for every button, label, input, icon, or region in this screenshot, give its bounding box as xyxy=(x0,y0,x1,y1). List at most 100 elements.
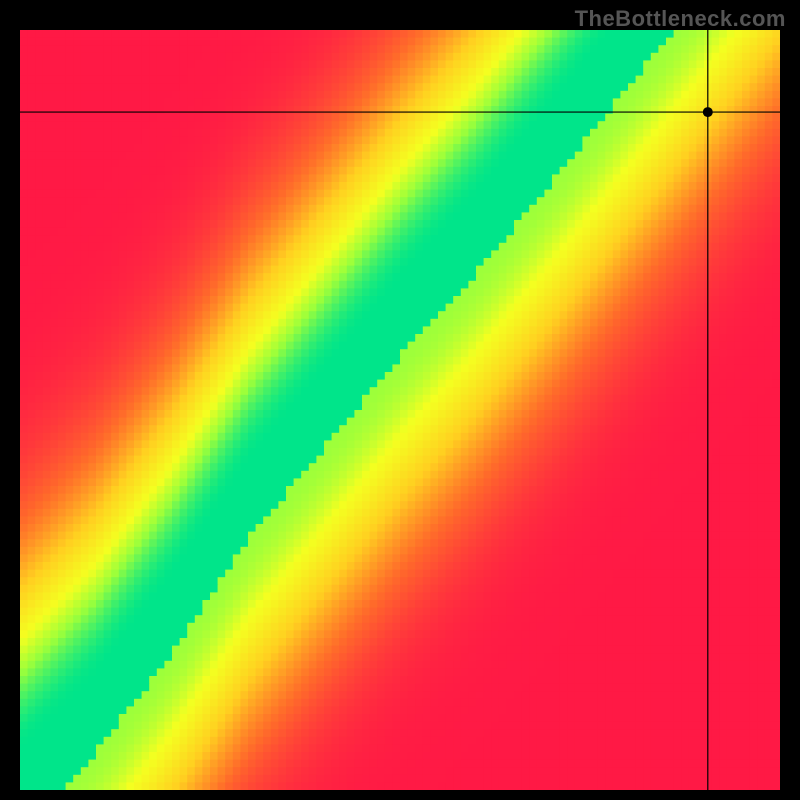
heatmap-cell xyxy=(658,304,666,312)
heatmap-cell xyxy=(339,167,347,175)
heatmap-cell xyxy=(180,45,188,53)
heatmap-cell xyxy=(742,53,750,61)
heatmap-cell xyxy=(81,273,89,281)
heatmap-cell xyxy=(666,212,674,220)
heatmap-cell xyxy=(233,152,241,160)
heatmap-cell xyxy=(104,334,112,342)
heatmap-cell xyxy=(499,342,507,350)
heatmap-cell xyxy=(126,197,134,205)
heatmap-cell xyxy=(263,342,271,350)
heatmap-cell xyxy=(499,53,507,61)
heatmap-cell xyxy=(598,380,606,388)
heatmap-cell xyxy=(453,144,461,152)
heatmap-cell xyxy=(651,364,659,372)
heatmap-cell xyxy=(461,212,469,220)
heatmap-cell xyxy=(560,334,568,342)
heatmap-cell xyxy=(476,380,484,388)
heatmap-cell xyxy=(415,205,423,213)
heatmap-cell xyxy=(476,114,484,122)
heatmap-cell xyxy=(506,258,514,266)
heatmap-cell xyxy=(294,250,302,258)
heatmap-cell xyxy=(149,136,157,144)
heatmap-cell xyxy=(126,281,134,289)
heatmap-cell xyxy=(765,121,773,129)
heatmap-cell xyxy=(225,60,233,68)
heatmap-cell xyxy=(134,326,142,334)
heatmap-cell xyxy=(58,197,66,205)
heatmap-cell xyxy=(164,159,172,167)
heatmap-cell xyxy=(468,281,476,289)
heatmap-cell xyxy=(96,235,104,243)
heatmap-cell xyxy=(347,387,355,395)
heatmap-cell xyxy=(377,372,385,380)
heatmap-cell xyxy=(742,144,750,152)
heatmap-cell xyxy=(712,114,720,122)
heatmap-cell xyxy=(674,197,682,205)
heatmap-cell xyxy=(286,220,294,228)
heatmap-cell xyxy=(560,387,568,395)
heatmap-cell xyxy=(88,266,96,274)
heatmap-cell xyxy=(400,220,408,228)
heatmap-cell xyxy=(514,45,522,53)
heatmap-cell xyxy=(636,395,644,403)
heatmap-cell xyxy=(58,68,66,76)
heatmap-cell xyxy=(620,387,628,395)
heatmap-cell xyxy=(119,357,127,365)
heatmap-cell xyxy=(210,387,218,395)
heatmap-cell xyxy=(696,174,704,182)
heatmap-cell xyxy=(537,220,545,228)
heatmap-cell xyxy=(309,174,317,182)
heatmap-cell xyxy=(537,235,545,243)
heatmap-cell xyxy=(750,228,758,236)
heatmap-cell xyxy=(666,266,674,274)
heatmap-cell xyxy=(324,121,332,129)
heatmap-cell xyxy=(278,121,286,129)
heatmap-cell xyxy=(453,205,461,213)
heatmap-cell xyxy=(233,129,241,137)
heatmap-cell xyxy=(20,380,28,388)
heatmap-cell xyxy=(248,45,256,53)
heatmap-cell xyxy=(651,212,659,220)
heatmap-cell xyxy=(180,326,188,334)
heatmap-cell xyxy=(628,235,636,243)
heatmap-cell xyxy=(248,258,256,266)
heatmap-cell xyxy=(377,38,385,46)
heatmap-cell xyxy=(96,76,104,84)
heatmap-cell xyxy=(476,266,484,274)
heatmap-cell xyxy=(28,167,36,175)
heatmap-cell xyxy=(248,197,256,205)
heatmap-cell xyxy=(590,288,598,296)
heatmap-cell xyxy=(73,364,81,372)
heatmap-cell xyxy=(96,342,104,350)
heatmap-cell xyxy=(218,395,226,403)
heatmap-cell xyxy=(210,304,218,312)
heatmap-cell xyxy=(324,167,332,175)
heatmap-cell xyxy=(719,174,727,182)
heatmap-cell xyxy=(491,342,499,350)
heatmap-cell xyxy=(719,197,727,205)
heatmap-cell xyxy=(651,38,659,46)
heatmap-cell xyxy=(438,250,446,258)
heatmap-cell xyxy=(446,220,454,228)
heatmap-cell xyxy=(43,167,51,175)
heatmap-cell xyxy=(696,402,704,410)
heatmap-cell xyxy=(347,326,355,334)
heatmap-cell xyxy=(43,288,51,296)
heatmap-cell xyxy=(628,159,636,167)
heatmap-cell xyxy=(674,220,682,228)
heatmap-cell xyxy=(674,159,682,167)
heatmap-cell xyxy=(286,380,294,388)
heatmap-cell xyxy=(81,190,89,198)
heatmap-cell xyxy=(73,114,81,122)
heatmap-cell xyxy=(218,60,226,68)
heatmap-cell xyxy=(392,357,400,365)
heatmap-cell xyxy=(233,68,241,76)
heatmap-cell xyxy=(180,220,188,228)
heatmap-cell xyxy=(772,68,780,76)
heatmap-cell xyxy=(271,319,279,327)
heatmap-cell xyxy=(719,53,727,61)
heatmap-cell xyxy=(476,98,484,106)
heatmap-cell xyxy=(316,121,324,129)
heatmap-cell xyxy=(20,319,28,327)
heatmap-cell xyxy=(552,53,560,61)
